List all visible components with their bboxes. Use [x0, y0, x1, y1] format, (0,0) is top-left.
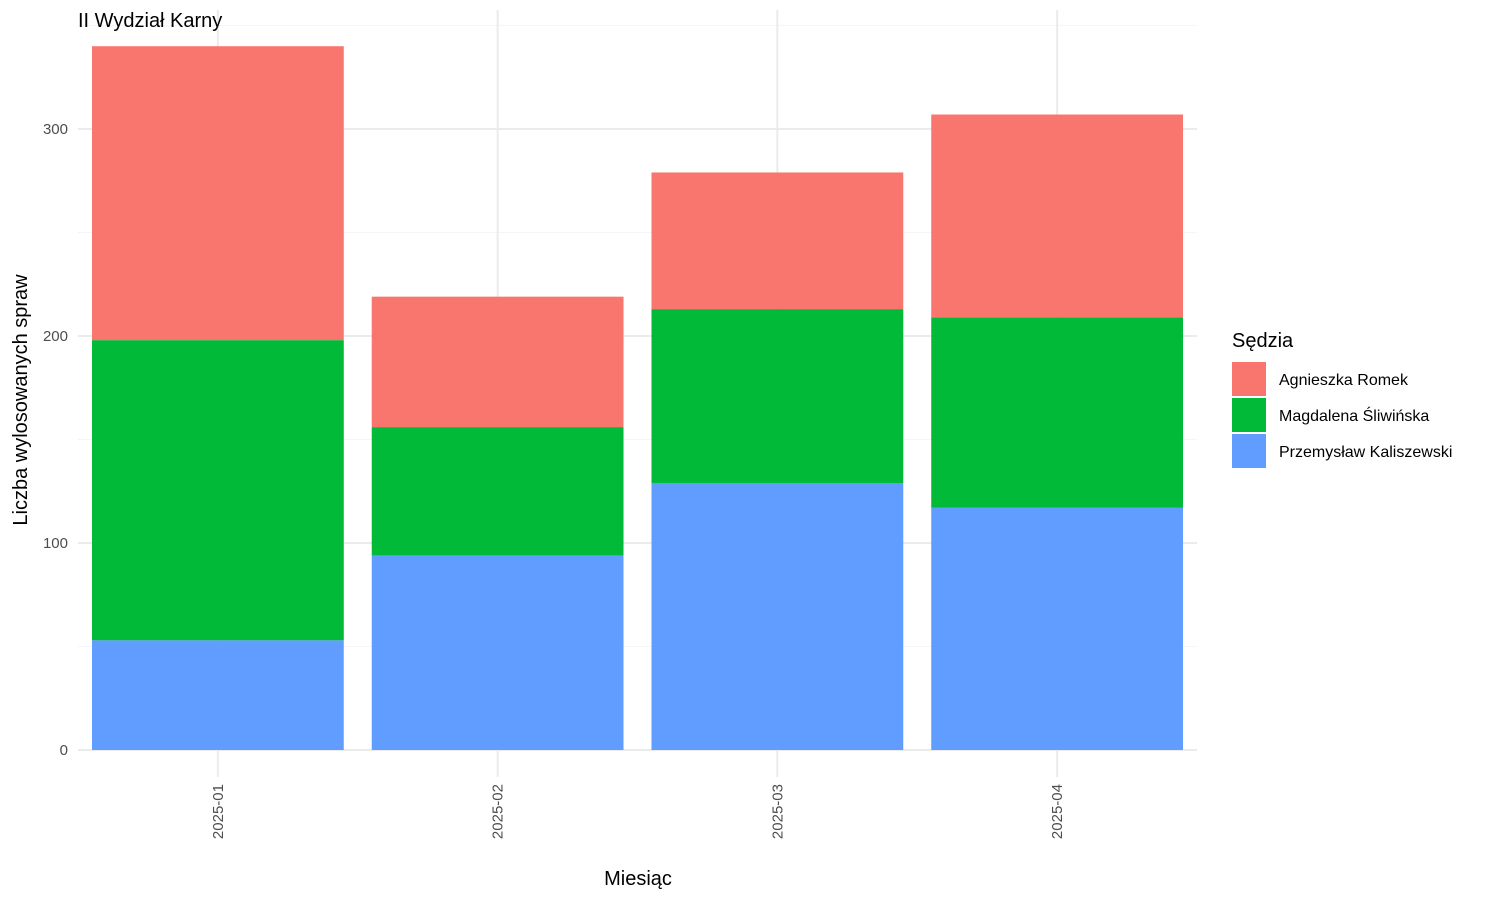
legend: Sędzia Agnieszka Romek Magdalena Śliwińsk… [1232, 330, 1452, 468]
bar-segment [371, 427, 624, 556]
y-axis-ticks: 0 100 200 300 [43, 121, 68, 759]
bars [91, 46, 1184, 750]
legend-swatch [1232, 398, 1266, 432]
x-axis-label: Miesiąc [604, 868, 672, 890]
bar-segment [91, 46, 344, 341]
legend-title: Sędzia [1232, 330, 1294, 352]
y-tick-label: 100 [43, 535, 68, 552]
y-tick-label: 0 [60, 742, 68, 759]
legend-label: Agnieszka Romek [1279, 372, 1409, 389]
y-tick-label: 300 [43, 121, 68, 138]
bar-segment [931, 507, 1184, 750]
bar-segment [651, 482, 904, 750]
legend-swatch [1232, 434, 1266, 468]
bar-segment [91, 640, 344, 750]
x-tick-label: 2025-01 [210, 784, 227, 839]
legend-swatch [1232, 362, 1266, 396]
legend-label: Przemysław Kaliszewski [1279, 444, 1452, 461]
y-tick-label: 200 [43, 328, 68, 345]
bar-segment [931, 114, 1184, 318]
chart-title: II Wydział Karny [78, 10, 222, 32]
y-axis-label: Liczba wylosowanych spraw [10, 274, 32, 526]
bar-segment [91, 340, 344, 641]
legend-label: Magdalena Śliwińska [1279, 406, 1429, 425]
bar-segment [651, 309, 904, 483]
bar-segment [371, 296, 624, 428]
bar-segment [931, 317, 1184, 508]
x-tick-label: 2025-03 [769, 784, 786, 839]
x-tick-label: 2025-02 [490, 784, 507, 839]
x-tick-label: 2025-04 [1049, 784, 1066, 839]
bar-segment [651, 172, 904, 310]
x-axis-ticks: 2025-01 2025-02 2025-03 2025-04 [210, 770, 1066, 839]
bar-segment [371, 555, 624, 750]
